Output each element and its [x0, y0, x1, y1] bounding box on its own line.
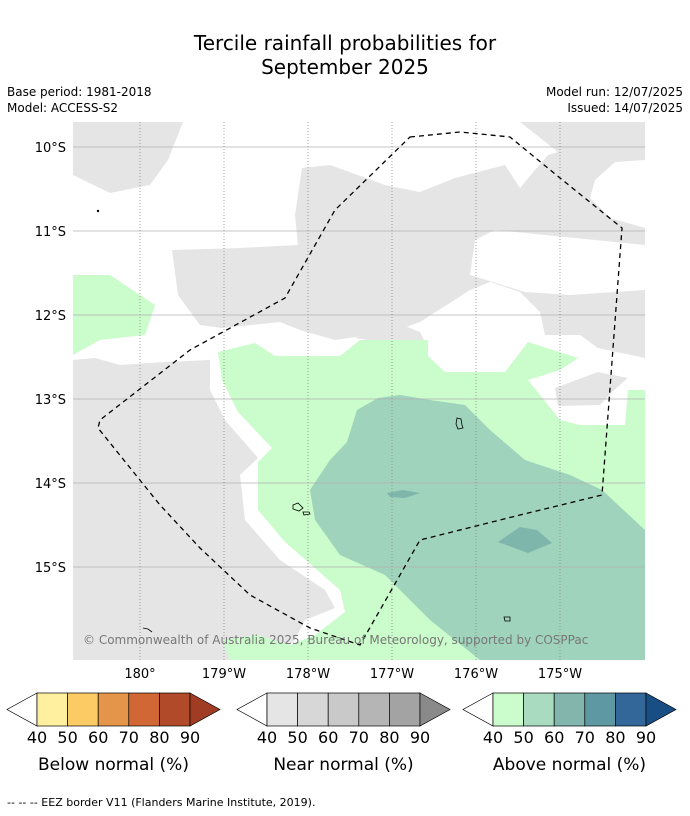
legend-arrow-low [6, 692, 38, 727]
near-normal-region [73, 358, 335, 660]
legend-tick: 60 [544, 728, 564, 747]
near-normal-region [355, 322, 425, 342]
legend-swatch [584, 692, 616, 727]
legend-swatch [389, 692, 421, 727]
legend-arrow-high [419, 692, 451, 727]
island-outline [302, 511, 311, 516]
near-normal-region [73, 122, 183, 193]
issued-date: Issued: 14/07/2025 [567, 101, 683, 115]
legend-swatch [266, 692, 298, 727]
map-title-line-1: Tercile rainfall probabilities for [193, 31, 497, 55]
legend-tick: 70 [119, 728, 139, 747]
longitude-label: 179°W [202, 667, 246, 682]
legend-tick: 90 [410, 728, 430, 747]
legend-swatch [159, 692, 191, 727]
legends: 40 50 60 70 80 90 Below normal (%) 40 50 60 70 80 90… [6, 692, 677, 775]
legend-tick: 90 [636, 728, 656, 747]
latitude-label: 13°S [35, 393, 66, 408]
latitude-label: 15°S [35, 561, 66, 576]
legend-arrow-high [189, 692, 221, 727]
legend-swatch [67, 692, 99, 727]
legend-2: 40 50 60 70 80 90 Near normal (%) [236, 692, 451, 775]
legend-tick: 50 [57, 728, 77, 747]
eez-footnote: -- -- -- EEZ border V11 (Flanders Marine… [7, 796, 316, 809]
legend-arrow-low [462, 692, 494, 727]
legend-swatch [492, 692, 524, 727]
above-normal-60-regions [387, 490, 552, 553]
latitude-label: 14°S [35, 477, 66, 492]
longitude-label: 175°W [538, 667, 582, 682]
legend-tick: 70 [349, 728, 369, 747]
islands [96, 209, 511, 633]
longitude-label: 177°W [370, 667, 414, 682]
latitude-gridlines [73, 146, 645, 568]
legend-swatch [36, 692, 68, 727]
legend-tick: 60 [88, 728, 108, 747]
legend-swatch [615, 692, 647, 727]
base-period: Base period: 1981-2018 [7, 85, 152, 99]
legend-tick: 80 [605, 728, 625, 747]
longitude-label: 180° [124, 667, 155, 682]
near-normal-regions [73, 122, 645, 660]
legend-swatch [327, 692, 360, 727]
above-normal-60-region [387, 490, 420, 498]
legend-3: 40 50 60 70 80 90 Above normal (%) [462, 692, 677, 775]
legend-tick: 70 [575, 728, 595, 747]
legend-tick: 40 [483, 728, 503, 747]
legend-arrow-low [236, 692, 268, 727]
island-outline [455, 417, 464, 430]
legend-swatch [97, 692, 130, 727]
legend-title: Above normal (%) [493, 755, 646, 775]
latitude-label: 10°S [35, 141, 66, 156]
latitude-label: 12°S [35, 309, 66, 324]
legend-tick: 80 [379, 728, 399, 747]
island-outline [292, 502, 304, 512]
legend-tick: 80 [149, 728, 169, 747]
island-outline [142, 627, 153, 633]
model-run: Model run: 12/07/2025 [545, 85, 683, 99]
map-area: © Commonwealth of Australia 2025, Bureau… [73, 122, 645, 660]
above-normal-50-region [310, 395, 645, 660]
legend-1: 40 50 60 70 80 90 Below normal (%) [6, 692, 221, 775]
legend-swatch [553, 692, 586, 727]
longitude-labels: 180° 179°W 178°W 177°W 176°W 175°W [124, 667, 582, 682]
legend-arrow-high [645, 692, 677, 727]
near-normal-region [555, 372, 628, 406]
legend-title: Near normal (%) [273, 755, 413, 775]
longitude-label: 178°W [286, 667, 330, 682]
eez-border [97, 131, 623, 646]
latitude-labels: 10°S 11°S 12°S 13°S 14°S 15°S [35, 141, 66, 576]
latitude-label: 11°S [35, 225, 66, 240]
map-title-line-2: September 2025 [261, 55, 429, 79]
legend-tick: 50 [287, 728, 307, 747]
above-normal-60-region [498, 527, 552, 553]
near-normal-region [172, 122, 645, 358]
island-dot [96, 209, 100, 213]
legend-swatch [523, 692, 555, 727]
longitude-label: 176°W [454, 667, 498, 682]
model-name: Model: ACCESS-S2 [7, 101, 119, 115]
copyright-notice: © Commonwealth of Australia 2025, Bureau… [83, 633, 588, 647]
legend-title: Below normal (%) [38, 755, 189, 775]
legend-tick: 40 [27, 728, 47, 747]
legend-tick: 40 [257, 728, 277, 747]
legend-tick: 50 [513, 728, 533, 747]
legend-swatch [358, 692, 390, 727]
legend-tick: 90 [180, 728, 200, 747]
legend-swatch [128, 692, 160, 727]
island-outline [503, 616, 511, 622]
legend-swatch [297, 692, 329, 727]
legend-tick: 60 [318, 728, 338, 747]
